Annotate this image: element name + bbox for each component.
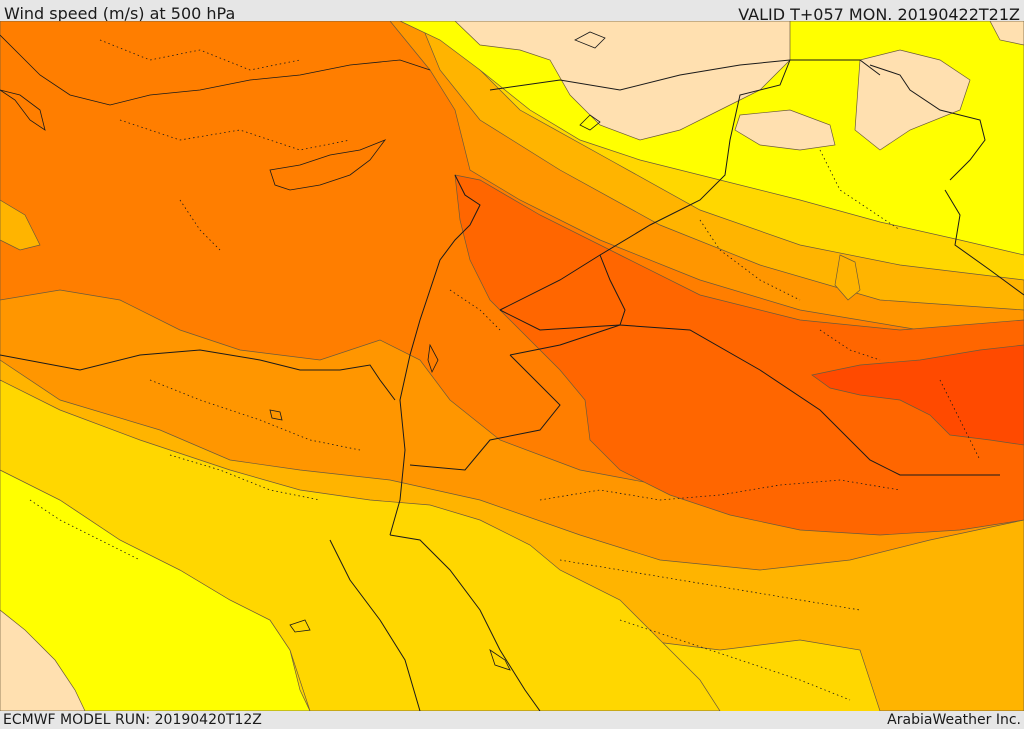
- credit-label: ArabiaWeather Inc.: [887, 712, 1021, 728]
- band-gold-south: [0, 379, 721, 711]
- valid-time: VALID T+057 MON. 20190422T21Z: [738, 5, 1020, 24]
- band-pale-ne-3: [989, 21, 1024, 46]
- country-borders: [0, 59, 1024, 711]
- model-run: ECMWF MODEL RUN: 20190420T12Z: [3, 712, 262, 728]
- wind-speed-map[interactable]: [0, 21, 1024, 711]
- band-pale-ne-4: [734, 109, 836, 151]
- band-pale-ne-2: [854, 49, 971, 151]
- band-small-1: [0, 199, 41, 251]
- province-borders: [29, 39, 981, 701]
- band-red-orange: [454, 174, 1024, 536]
- band-jet-max: [811, 344, 1024, 446]
- map-title: Wind speed (m/s) at 500 hPa: [4, 4, 236, 23]
- footer-bar: ECMWF MODEL RUN: 20190420T12Z ArabiaWeat…: [0, 711, 1024, 729]
- coastlines: [0, 31, 606, 671]
- header-bar: Wind speed (m/s) at 500 hPa VALID T+057 …: [0, 0, 1024, 24]
- band-small-2: [834, 254, 861, 301]
- band-pale-sw: [0, 609, 86, 711]
